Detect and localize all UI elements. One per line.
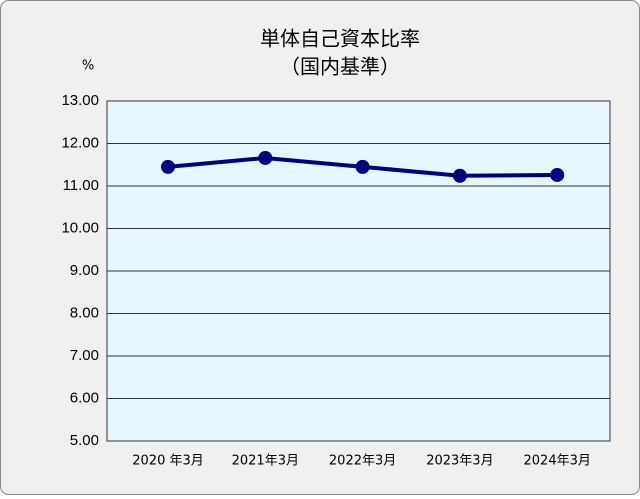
chart-title: 単体自己資本比率 — [260, 27, 420, 51]
y-tick-label: 13.00 — [61, 92, 99, 109]
data-point — [550, 167, 565, 182]
y-tick-label: 7.00 — [70, 347, 99, 364]
x-tick-label: 2022年3月 — [329, 454, 396, 469]
data-point — [161, 159, 175, 174]
y-tick-label: 10.00 — [61, 219, 99, 236]
data-point — [452, 168, 467, 183]
data-point — [355, 159, 370, 174]
x-tick-label: 2020 年3月 — [132, 454, 204, 469]
data-point — [258, 150, 273, 165]
x-tick-label: 2023年3月 — [426, 454, 493, 469]
y-tick-label: 9.00 — [70, 262, 99, 279]
y-tick-label: 12.00 — [61, 134, 99, 151]
x-tick-label: 2021年3月 — [232, 454, 299, 469]
y-tick-label: 8.00 — [70, 304, 99, 321]
x-tick-label: 2024年3月 — [524, 454, 591, 469]
chart-subtitle: （国内基準） — [280, 55, 400, 79]
y-axis-unit: % — [82, 59, 94, 74]
y-tick-label: 11.00 — [63, 177, 99, 194]
y-tick-label: 6.00 — [70, 389, 99, 406]
y-tick-label: 5.00 — [70, 432, 99, 449]
